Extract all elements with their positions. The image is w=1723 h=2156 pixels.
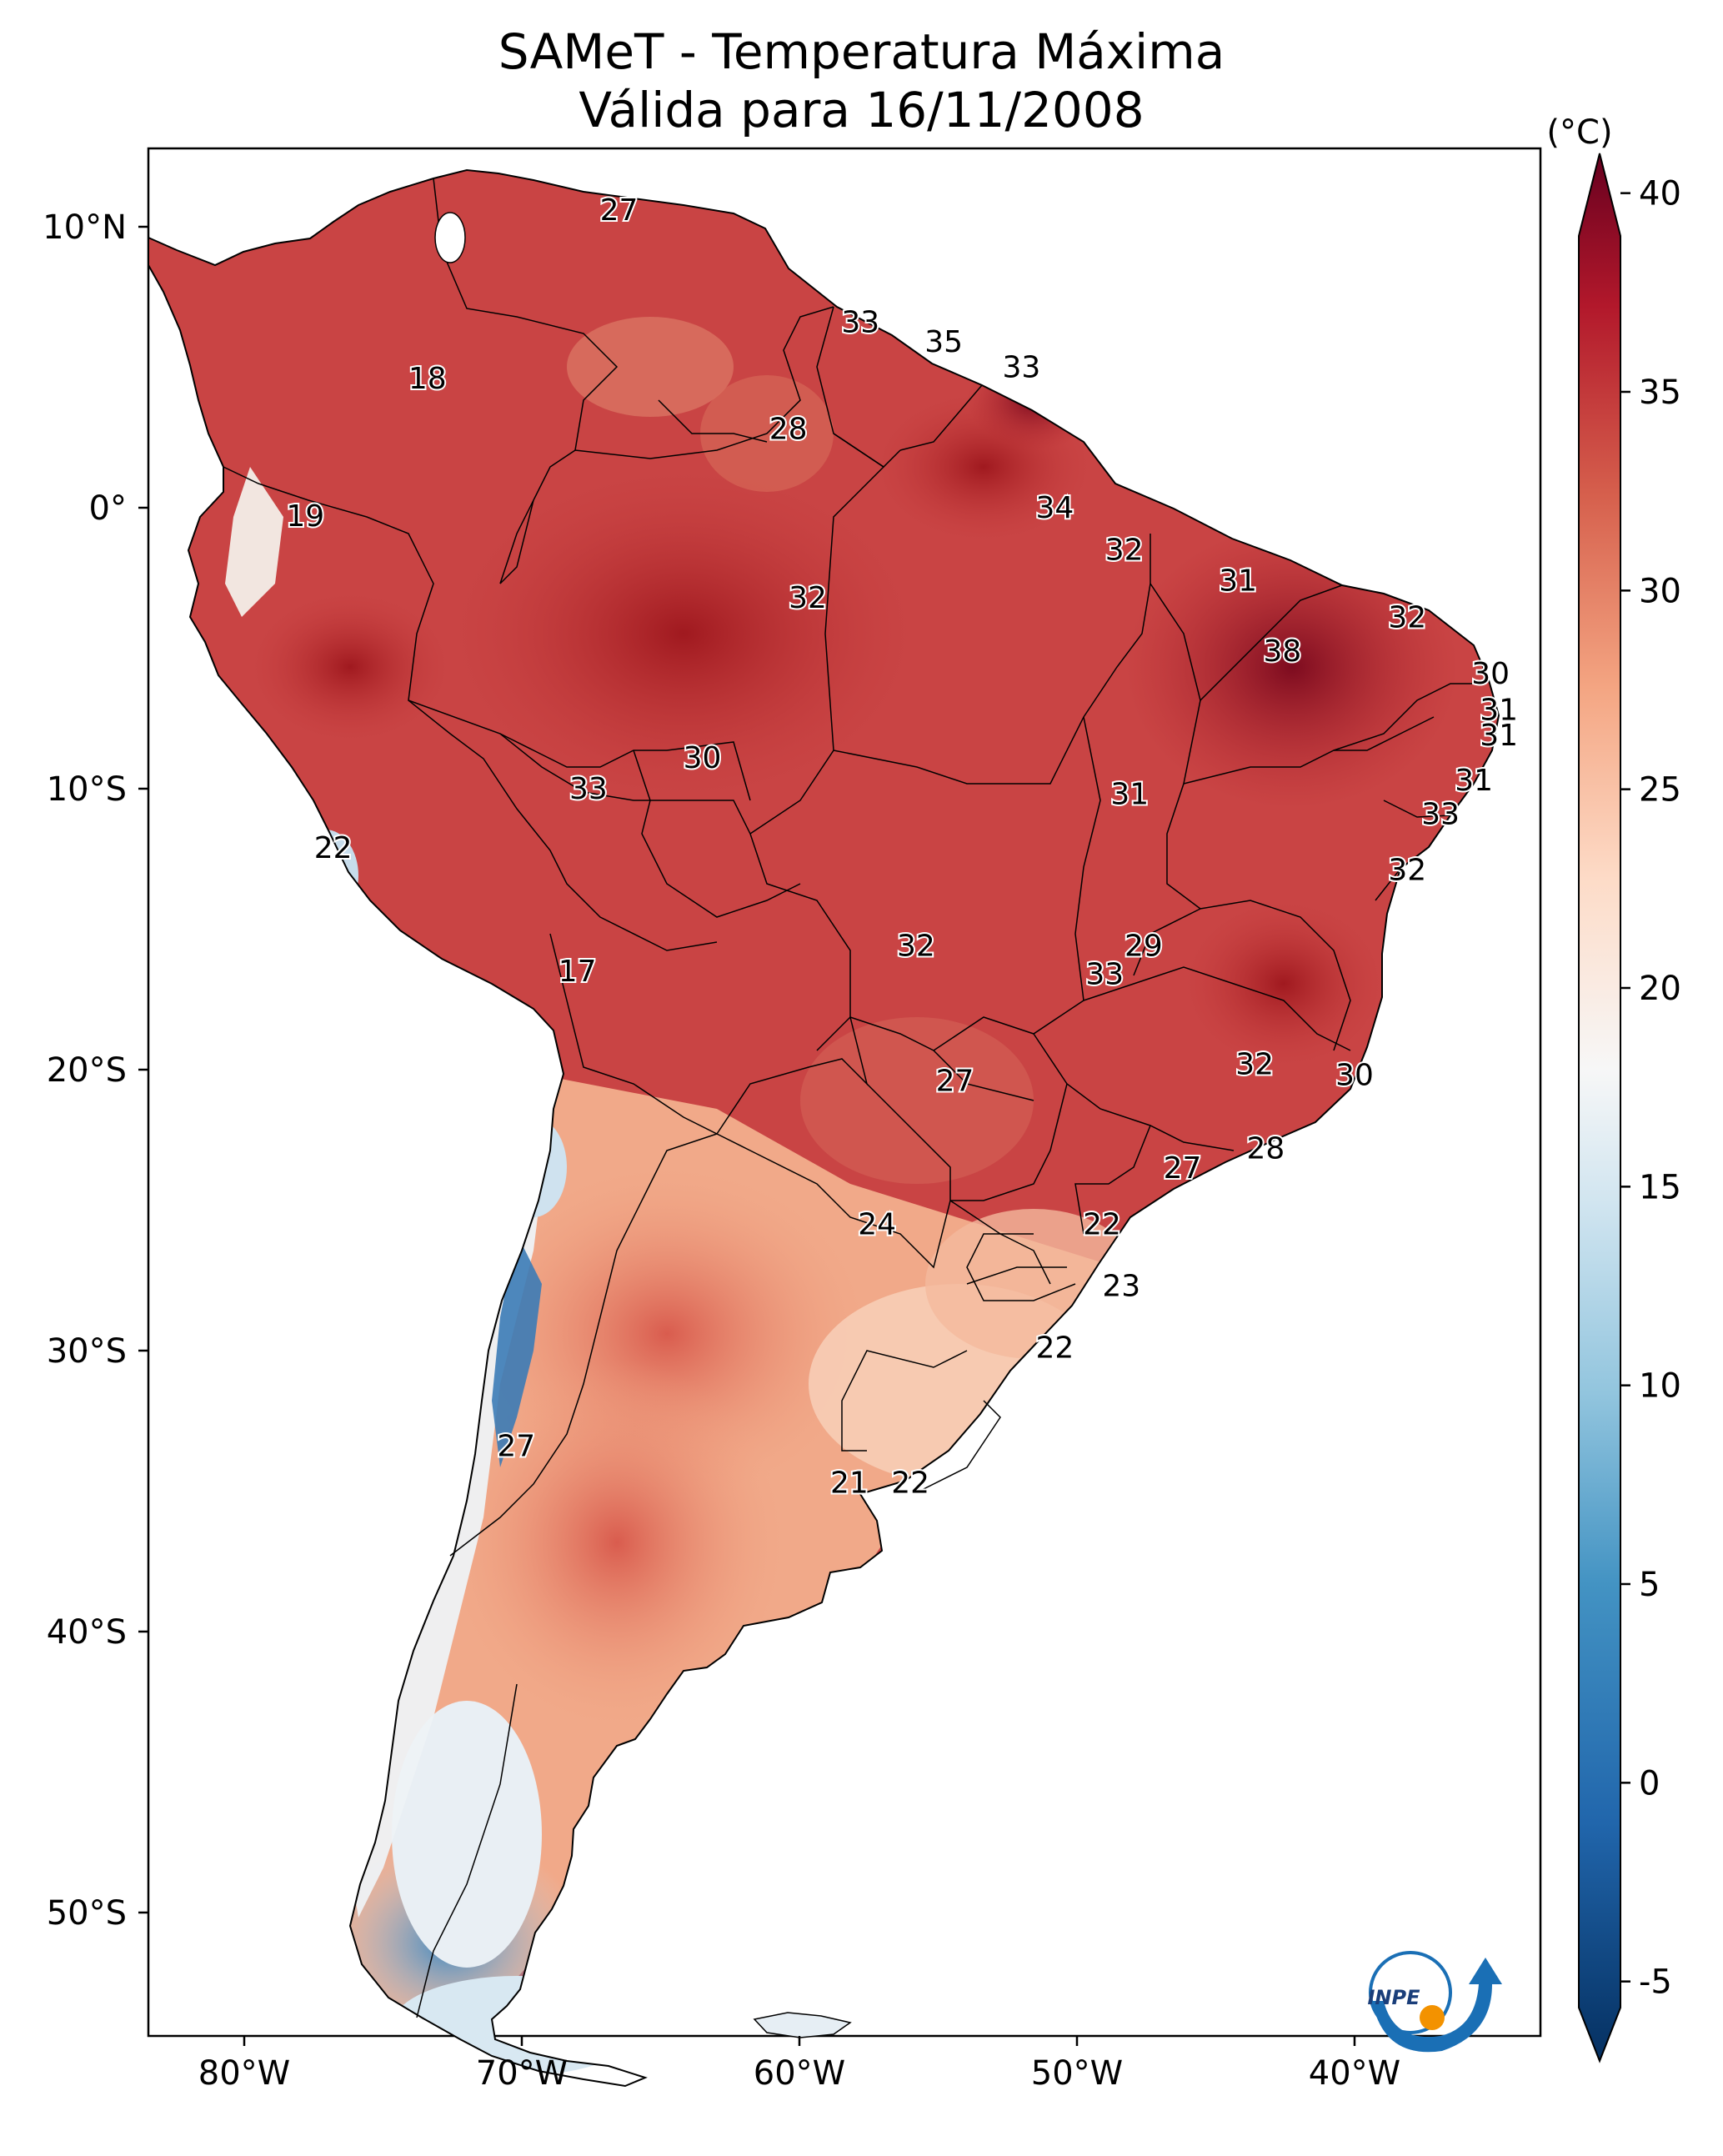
contour-label: 32 — [1235, 1047, 1274, 1081]
contour-label: 32 — [1388, 600, 1426, 634]
lon-tick-label: 80°W — [198, 2054, 290, 2093]
colorbar-ticks: 40 35 30 25 20 15 10 5 0 -5 — [1620, 175, 1681, 2002]
contour-label: 32 — [789, 581, 827, 615]
contour-label: 31 — [1455, 764, 1493, 798]
map-title-line-1: SAMeT - Temperatura Máxima — [498, 23, 1225, 80]
falkland-islands — [753, 2012, 852, 2038]
contour-label: 38 — [1263, 634, 1301, 669]
logo-orbit-icon — [1369, 1951, 1452, 2034]
contour-label: 27 — [936, 1065, 974, 1099]
colorbar-tick-label: 10 — [1639, 1367, 1681, 1406]
contour-label: 27 — [497, 1430, 535, 1464]
contour-label: 28 — [1246, 1131, 1285, 1166]
longitude-tick-labels: 80°W 70°W 60°W 50°W 40°W — [198, 2054, 1400, 2093]
contour-label: 30 — [1471, 657, 1510, 691]
contour-label: 33 — [1421, 797, 1460, 831]
contour-label: 29 — [1124, 930, 1163, 964]
colorbar-tick-label: 40 — [1639, 175, 1681, 213]
contour-label: 18 — [408, 362, 447, 396]
contour-label: 22 — [1035, 1331, 1074, 1366]
colorbar-tick-label: 0 — [1639, 1764, 1660, 1803]
colorbar-tick-label: 25 — [1639, 771, 1681, 810]
contour-label: 33 — [841, 306, 879, 340]
contour-label: 33 — [1002, 351, 1040, 385]
colorbar-unit: (°C) — [1546, 113, 1612, 152]
country-borders — [223, 178, 1484, 2018]
contour-label: 17 — [558, 955, 597, 989]
contour-label: 24 — [858, 1207, 896, 1241]
contour-label: 32 — [1388, 854, 1426, 888]
colorbar: (°C) 40 35 30 25 20 15 10 5 0 -5 — [1546, 113, 1681, 2063]
logo-text: INPE — [1368, 1986, 1421, 2009]
logo-arrow-icon — [1372, 1958, 1502, 2053]
lat-tick-label: 40°S — [47, 1613, 127, 1652]
contour-label: 31 — [1219, 564, 1257, 599]
colorbar-tick-label: 30 — [1639, 572, 1681, 610]
lat-tick-label: 20°S — [47, 1051, 127, 1090]
contour-label: 31 — [1480, 719, 1518, 753]
lat-tick-label: 10°N — [43, 208, 127, 247]
contour-label: 31 — [1110, 778, 1149, 812]
contour-label: 30 — [684, 741, 722, 775]
lat-tick-label: 50°S — [47, 1894, 127, 1933]
lat-tick-label: 10°S — [47, 770, 127, 809]
contour-label: 33 — [569, 772, 608, 806]
contour-label: 35 — [924, 325, 963, 359]
contour-label: 31 — [1480, 694, 1518, 728]
lon-tick-label: 50°W — [1031, 2054, 1123, 2093]
colorbar-tick-label: 5 — [1639, 1566, 1660, 1604]
coastline — [148, 168, 1500, 2088]
contour-label: 30 — [1335, 1059, 1374, 1093]
latitude-tick-labels: 10°N 0° 10°S 20°S 30°S 40°S 50°S — [43, 208, 127, 1933]
lake-maracaibo — [434, 212, 466, 263]
colorbar-tick-label: -5 — [1639, 1963, 1672, 2002]
contour-label: 32 — [1105, 534, 1144, 568]
contour-label: 34 — [1035, 491, 1074, 525]
contour-label: 28 — [769, 413, 808, 447]
contour-label: 27 — [1164, 1151, 1202, 1186]
logo-sun-icon — [1420, 2005, 1445, 2030]
colorbar-tick-label: 15 — [1639, 1168, 1681, 1206]
contour-label: 21 — [830, 1466, 869, 1500]
contour-label: 33 — [1085, 957, 1124, 991]
lon-tick-label: 70°W — [476, 2054, 568, 2093]
colorbar-tick-label: 35 — [1639, 374, 1681, 412]
colorbar-tick-label: 20 — [1639, 970, 1681, 1008]
lat-tick-label: 0° — [89, 489, 127, 528]
contour-label: 27 — [600, 193, 639, 228]
contour-label: 22 — [1083, 1207, 1121, 1241]
inpe-logo: INPE — [1368, 1951, 1502, 2053]
map-title-line-2: Válida para 16/11/2008 — [579, 82, 1144, 138]
contour-label: 23 — [1102, 1270, 1140, 1304]
contour-label: 32 — [897, 930, 935, 964]
contour-label: 22 — [314, 831, 353, 865]
contour-label: 19 — [286, 499, 324, 534]
axis-tick-marks — [138, 225, 1356, 2046]
lat-tick-label: 30°S — [47, 1332, 127, 1371]
lon-tick-label: 60°W — [754, 2054, 845, 2093]
contour-label: 22 — [891, 1466, 929, 1500]
colorbar-scale — [1578, 153, 1621, 2063]
lon-tick-label: 40°W — [1309, 2054, 1400, 2093]
